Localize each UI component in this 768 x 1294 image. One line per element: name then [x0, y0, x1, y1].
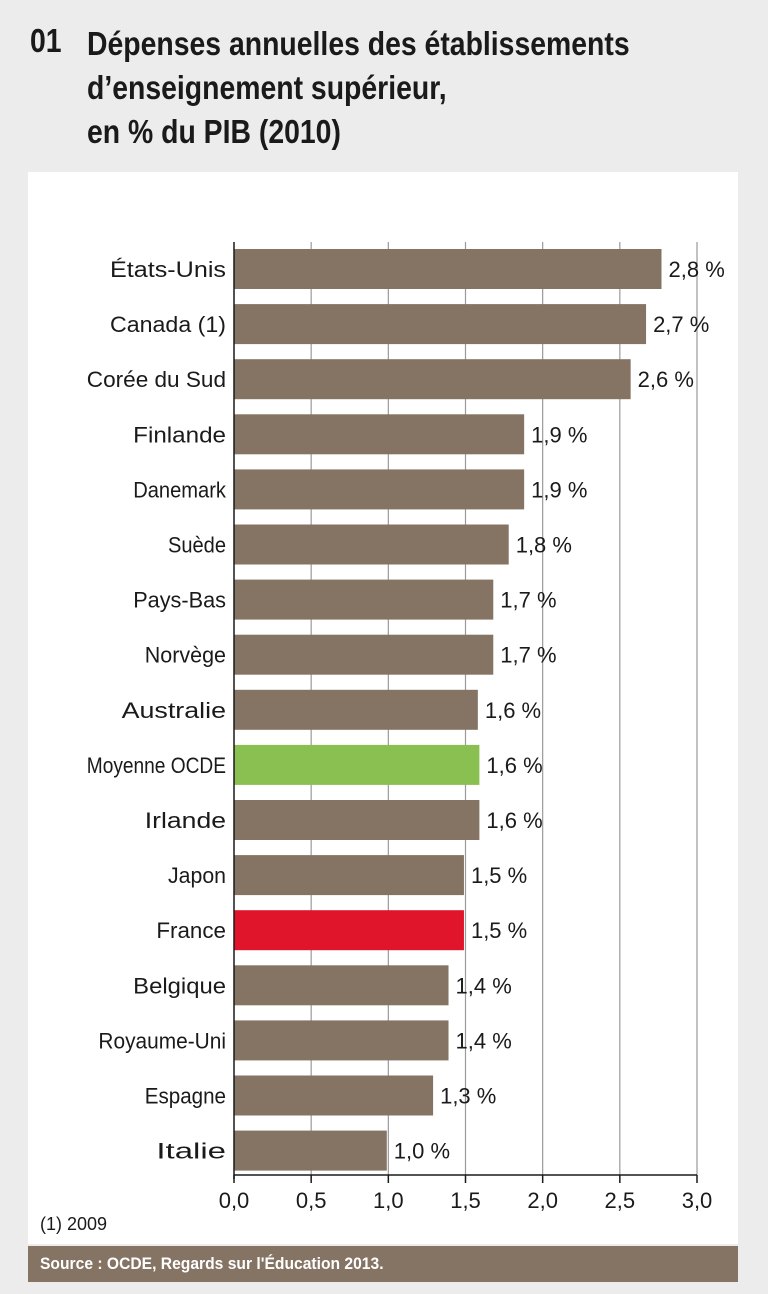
category-label: Danemark	[133, 477, 227, 502]
category-label: Canada (1)	[110, 312, 226, 337]
title-line-2: d’enseignement supérieur,	[87, 69, 447, 106]
bar	[234, 744, 480, 785]
category-label: Belgique	[133, 973, 226, 998]
bar	[234, 249, 662, 289]
category-label: Moyenne OCDE	[87, 753, 226, 778]
data-label: 1,9 %	[531, 422, 587, 447]
chart-title: Dépenses annuelles des établissements d’…	[87, 22, 718, 154]
data-label: 1,9 %	[531, 477, 587, 502]
category-label: France	[156, 918, 226, 943]
data-label: 1,8 %	[516, 533, 572, 558]
source-text: Source : OCDE, Regards sur l'Éducation 2…	[40, 1254, 384, 1273]
data-label: 1,6 %	[485, 698, 541, 723]
data-label: 2,7 %	[653, 312, 709, 337]
x-tick-label: 2,0	[527, 1188, 558, 1213]
category-label: États-Unis	[110, 257, 226, 282]
footnote: (1) 2009	[40, 1214, 108, 1234]
data-label: 1,4 %	[456, 1028, 512, 1053]
x-tick-label: 1,5	[450, 1188, 481, 1213]
category-label: Finlande	[133, 422, 226, 447]
data-label: 1,7 %	[500, 588, 556, 613]
x-tick-label: 0,5	[296, 1188, 327, 1213]
bar	[234, 1130, 387, 1171]
category-label: Australie	[122, 698, 226, 723]
bar	[234, 634, 494, 675]
data-label: 1,5 %	[471, 918, 527, 943]
bar	[234, 1075, 434, 1116]
category-label: Royaume-Uni	[98, 1028, 226, 1053]
data-label: 1,0 %	[394, 1139, 450, 1164]
category-label: Japon	[168, 863, 226, 888]
bar	[234, 689, 478, 730]
x-tick-label: 2,5	[605, 1188, 636, 1213]
bar	[234, 1020, 449, 1061]
category-label: Suède	[168, 533, 226, 558]
bar	[234, 304, 647, 345]
data-label: 1,7 %	[500, 643, 556, 668]
x-tick-label: 3,0	[682, 1188, 713, 1213]
data-label: 1,3 %	[440, 1084, 496, 1109]
category-label: Espagne	[145, 1084, 226, 1109]
x-tick-label: 1,0	[373, 1188, 404, 1213]
data-label: 2,8 %	[669, 257, 725, 282]
category-label: Corée du Sud	[87, 367, 226, 392]
data-label: 1,6 %	[486, 753, 542, 778]
category-label: Pays-Bas	[133, 588, 226, 613]
bar	[234, 965, 449, 1006]
chart-number: 01	[30, 22, 62, 59]
source-bar: Source : OCDE, Regards sur l'Éducation 2…	[28, 1246, 738, 1282]
category-label: Italie	[156, 1139, 226, 1164]
bar	[234, 800, 480, 840]
bar	[234, 359, 631, 400]
x-tick-label: 0,0	[219, 1188, 250, 1213]
bar	[234, 524, 509, 565]
category-label: Irlande	[145, 808, 226, 833]
bar	[234, 469, 525, 510]
category-label: Norvège	[145, 643, 226, 668]
data-label: 1,6 %	[486, 808, 542, 833]
bar	[234, 910, 464, 951]
data-label: 2,6 %	[638, 367, 694, 392]
bar	[234, 414, 525, 455]
data-label: 1,5 %	[471, 863, 527, 888]
bar	[234, 855, 464, 896]
title-line-3: en % du PIB (2010)	[87, 113, 341, 150]
data-label: 1,4 %	[456, 973, 512, 998]
title-line-1: Dépenses annuelles des établissements	[87, 25, 630, 62]
bar	[234, 579, 494, 620]
